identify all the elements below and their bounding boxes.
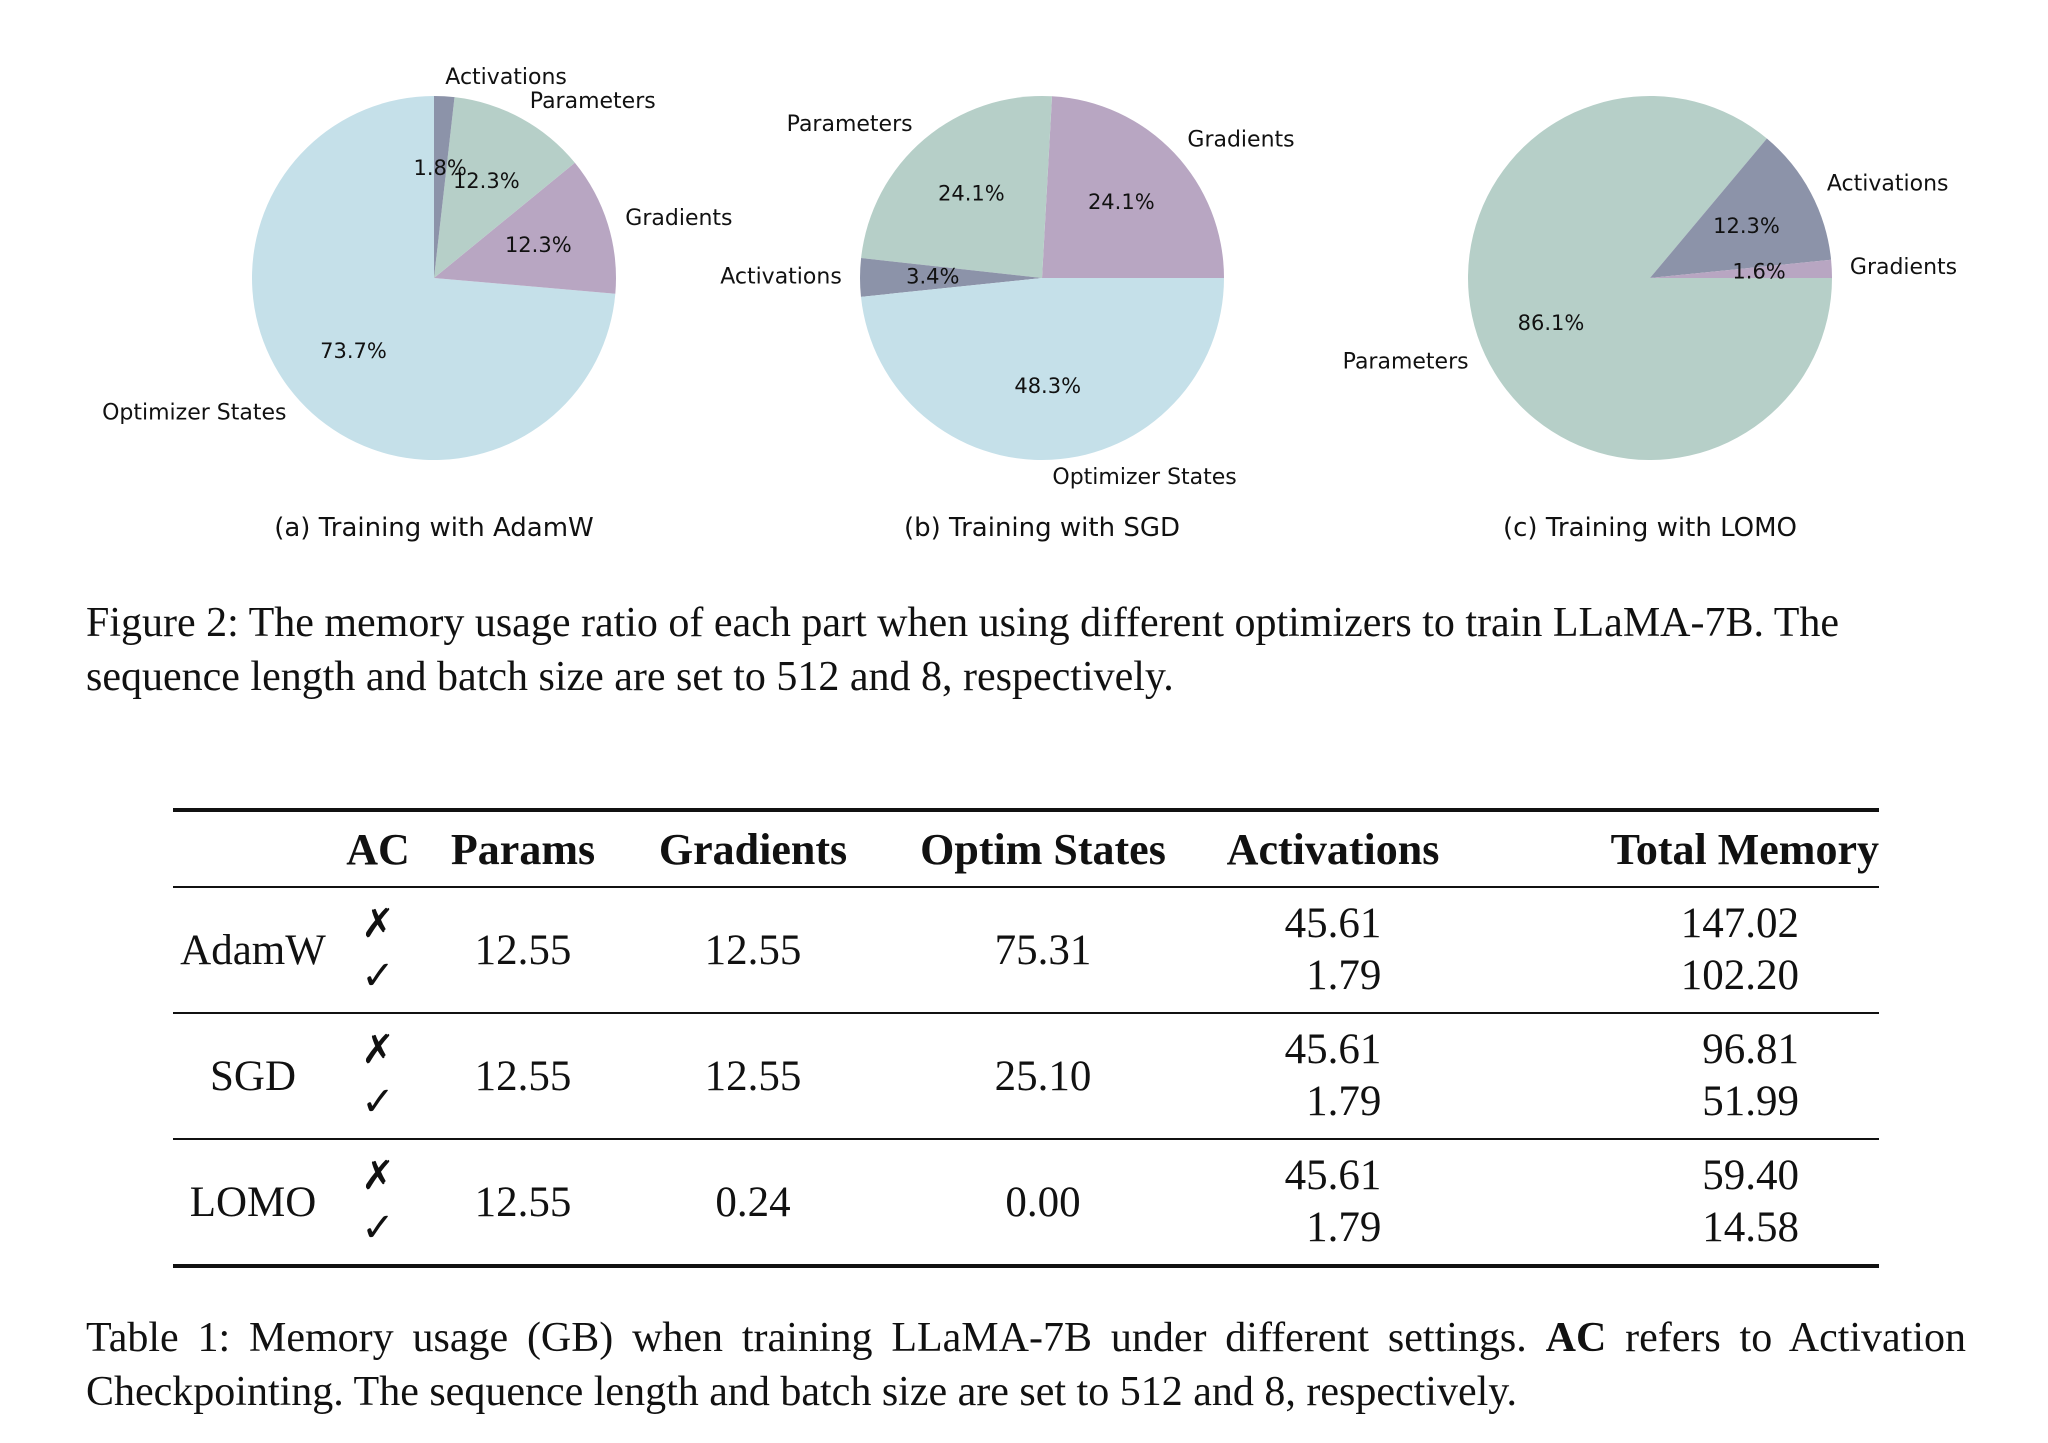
row-total-cell: 147.02 102.20 xyxy=(1463,887,1879,1013)
row-optimizer: LOMO xyxy=(189,1178,317,1226)
activations-no-ac: 45.61 xyxy=(1284,1152,1382,1199)
header-optim-states: Optim States xyxy=(920,824,1166,874)
header-gradients: Gradients xyxy=(658,824,848,874)
pie-percent-label: 1.6% xyxy=(1732,260,1785,284)
check-icon: ✓ xyxy=(361,1079,395,1125)
subfigure-caption: (a) Training with AdamW xyxy=(274,513,594,543)
pie-category-label: Gradients xyxy=(1187,127,1294,152)
row-ac-cell: ✗ ✓ xyxy=(333,887,423,1013)
pie-chart-sgd: 24.1% Gradients 24.1% Parameters 3.4% Activat… xyxy=(720,96,1295,543)
pie-percent-label: 12.3% xyxy=(453,169,520,193)
row-activations-cell: 45.61 1.79 xyxy=(1203,1013,1463,1139)
cross-icon: ✗ xyxy=(361,901,395,947)
pie-category-label: Activations xyxy=(720,264,842,289)
pie-category-label: Parameters xyxy=(787,112,913,137)
row-gradients: 0.24 xyxy=(715,1178,791,1226)
pie-slice-gradients xyxy=(1042,96,1224,278)
pie-percent-label: 86.1% xyxy=(1518,311,1585,335)
subfigure-caption: (c) Training with LOMO xyxy=(1503,513,1797,543)
pie-percent-label: 3.4% xyxy=(906,265,959,289)
activations-no-ac: 45.61 xyxy=(1284,900,1382,947)
row-optim-states: 25.10 xyxy=(994,1052,1092,1100)
row-optim-states: 75.31 xyxy=(994,926,1092,974)
row-params: 12.55 xyxy=(474,1052,572,1100)
pie-percent-label: 12.3% xyxy=(505,233,572,257)
header-ac: AC xyxy=(346,824,410,874)
pie-percent-label: 73.7% xyxy=(320,339,387,363)
activations-no-ac: 45.61 xyxy=(1284,1026,1382,1073)
pie-category-label: Parameters xyxy=(530,89,656,114)
pie-slice-parameters xyxy=(861,96,1053,278)
pie-slice-parameters xyxy=(1468,96,1832,461)
table-row: LOMO ✗ ✓ 12.55 0.24 0.00 45.61 1.79 59.40 1… xyxy=(173,1139,1879,1266)
pie-category-label: Gradients xyxy=(625,206,732,231)
row-gradients: 12.55 xyxy=(704,926,802,974)
cross-icon: ✗ xyxy=(361,1027,395,1073)
pie-slice-activations xyxy=(434,96,455,278)
pie-category-label: Activations xyxy=(1827,171,1949,196)
header-optimizer xyxy=(173,810,333,887)
table-row: SGD ✗ ✓ 12.55 12.55 25.10 45.61 1.79 96.81… xyxy=(173,1013,1879,1139)
subfigure-caption: (b) Training with SGD xyxy=(904,513,1180,543)
row-ac-cell: ✗ ✓ xyxy=(333,1013,423,1139)
pie-category-label: Optimizer States xyxy=(1052,465,1236,490)
pie-slice-gradients xyxy=(1650,259,1832,278)
row-gradients: 12.55 xyxy=(704,1052,802,1100)
total-with-ac: 51.99 xyxy=(1702,1078,1799,1125)
header-activations: Activations xyxy=(1226,824,1440,874)
pie-chart-adamw: 73.7% Optimizer States 12.3% Gradients 12.3%… xyxy=(102,65,732,543)
pie-slice-gradients xyxy=(434,162,616,294)
row-total-cell: 59.40 14.58 xyxy=(1463,1139,1879,1266)
activations-with-ac: 1.79 xyxy=(1306,1204,1382,1251)
pie-category-label: Optimizer States xyxy=(102,400,286,425)
row-params: 12.55 xyxy=(474,1178,572,1226)
pie-slice-activations xyxy=(1650,138,1832,278)
header-total-memory: Total Memory xyxy=(1610,824,1879,874)
pie-slice-optimizer-states xyxy=(860,278,1224,460)
row-total-cell: 96.81 51.99 xyxy=(1463,1013,1879,1139)
row-optimizer: SGD xyxy=(209,1052,297,1100)
pie-slice-optimizer-states xyxy=(251,96,616,460)
total-with-ac: 14.58 xyxy=(1702,1204,1799,1251)
table-caption-part1: Table 1: Memory usage (GB) when training… xyxy=(86,1315,1527,1361)
pie-category-label: Gradients xyxy=(1850,255,1957,280)
total-no-ac: 96.81 xyxy=(1702,1026,1799,1073)
total-no-ac: 147.02 xyxy=(1680,900,1799,947)
pie-slice-activations xyxy=(860,258,1042,297)
pie-category-label: Parameters xyxy=(1343,350,1469,375)
pie-chart-lomo: 86.1% Parameters 12.3% Activations 1.6% Gradi… xyxy=(1343,96,1957,543)
row-activations-cell: 45.61 1.79 xyxy=(1203,1139,1463,1266)
total-with-ac: 102.20 xyxy=(1680,952,1799,999)
row-optim-states: 0.00 xyxy=(1005,1178,1081,1226)
check-icon: ✓ xyxy=(361,953,395,999)
row-activations-cell: 45.61 1.79 xyxy=(1203,887,1463,1013)
activations-with-ac: 1.79 xyxy=(1306,1078,1382,1125)
header-params: Params xyxy=(450,824,596,874)
figure-caption: Figure 2: The memory usage ratio of each… xyxy=(86,600,1840,700)
table-caption: Table 1: Memory usage (GB) when training… xyxy=(86,1311,1966,1419)
table-caption-part2: refers to Activation Checkpointing. The … xyxy=(86,1315,1967,1415)
cross-icon: ✗ xyxy=(361,1153,395,1199)
table-caption-bold-ac: AC xyxy=(1545,1315,1607,1361)
row-params: 12.55 xyxy=(474,926,572,974)
pie-percent-label: 24.1% xyxy=(938,182,1005,206)
row-ac-cell: ✗ ✓ xyxy=(333,1139,423,1266)
pie-percent-label: 24.1% xyxy=(1088,190,1155,214)
pie-slice-parameters xyxy=(434,97,575,278)
pie-percent-label: 48.3% xyxy=(1014,374,1081,398)
total-no-ac: 59.40 xyxy=(1702,1152,1799,1199)
pie-charts-figure: 73.7% Optimizer States 12.3% Gradients 12.3%… xyxy=(102,65,1957,543)
pie-percent-label: 12.3% xyxy=(1713,214,1780,238)
row-optimizer: AdamW xyxy=(180,926,326,974)
table-header-row: AC Params Gradients Optim States Activat… xyxy=(173,810,1879,887)
pie-percent-label: 1.8% xyxy=(414,156,467,180)
check-icon: ✓ xyxy=(361,1205,395,1251)
activations-with-ac: 1.79 xyxy=(1306,952,1382,999)
table-row: AdamW ✗ ✓ 12.55 12.55 75.31 45.61 1.79 147… xyxy=(173,887,1879,1013)
memory-usage-table: AC Params Gradients Optim States Activat… xyxy=(173,808,1879,1268)
pie-category-label: Activations xyxy=(445,65,567,90)
